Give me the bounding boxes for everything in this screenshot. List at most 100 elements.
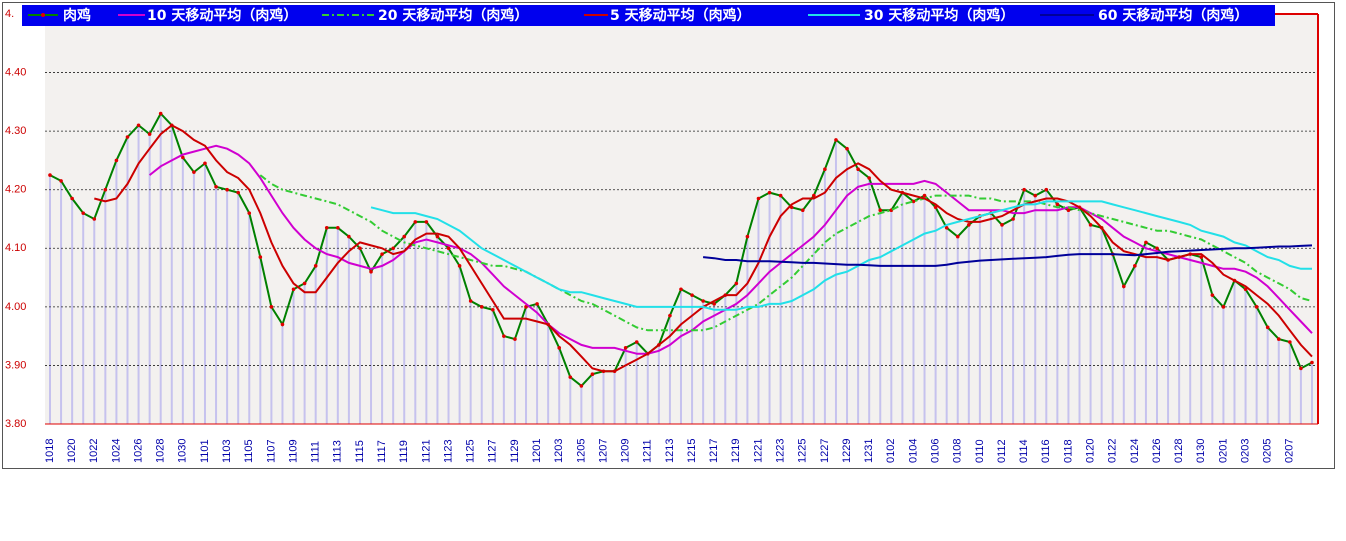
x-tick-label: 1123	[442, 439, 454, 463]
series-line	[703, 244, 1313, 267]
point-marker	[922, 193, 927, 198]
point-marker	[933, 205, 938, 210]
point-marker	[535, 302, 539, 306]
point-marker	[1144, 240, 1148, 245]
x-tick-label: 1024	[110, 439, 122, 463]
point-marker	[513, 337, 517, 341]
x-tick-label: 0126	[1151, 439, 1163, 463]
point-marker	[181, 155, 185, 160]
point-marker	[258, 255, 263, 259]
point-marker	[856, 167, 860, 172]
x-tick-label: 1221	[752, 439, 764, 463]
point-marker	[1221, 305, 1226, 309]
point-marker	[114, 158, 119, 163]
point-marker	[679, 287, 683, 292]
y-tick-label: 4.40	[5, 66, 26, 78]
point-marker	[502, 334, 506, 338]
x-tick-label: 1028	[155, 439, 167, 463]
bars	[49, 113, 1313, 424]
x-tick-label: 1201	[531, 439, 543, 463]
point-marker	[347, 234, 351, 239]
point-marker	[413, 220, 418, 224]
point-marker	[1310, 360, 1314, 365]
axes	[45, 13, 1319, 425]
x-tick-label: 1231	[863, 439, 875, 463]
x-tick-label: 1105	[243, 439, 255, 463]
point-marker	[358, 246, 362, 251]
point-marker	[867, 176, 871, 180]
point-marker	[955, 234, 960, 239]
x-tick-label: 0110	[974, 439, 986, 463]
x-tick-label: 1107	[265, 439, 277, 463]
legend: 肉鸡 10 天移动平均（肉鸡） 20 天移动平均（肉鸡） 5 天移动平均（肉鸡） 30 …	[28, 7, 1248, 24]
x-tick-label: 1020	[66, 439, 78, 463]
point-marker	[800, 208, 805, 213]
x-tick-label: 0201	[1217, 439, 1229, 463]
point-marker	[468, 299, 473, 303]
point-marker	[1155, 246, 1159, 251]
point-marker	[634, 340, 639, 344]
point-marker	[745, 234, 750, 239]
y-tick-label: 3.80	[5, 418, 26, 430]
point-marker	[1243, 287, 1248, 292]
x-tick-label: 1207	[597, 439, 609, 463]
y-tick-label: 4.00	[5, 301, 26, 313]
point-marker	[668, 313, 672, 318]
point-marker	[446, 246, 451, 251]
y-tick-label: 4.20	[5, 184, 26, 196]
point-marker	[1033, 193, 1038, 198]
x-tick-label: 0122	[1107, 439, 1119, 463]
x-tick-label: 1022	[88, 439, 100, 463]
x-tick-label: 0207	[1284, 439, 1296, 463]
point-marker	[92, 217, 97, 221]
point-marker	[812, 193, 816, 198]
point-marker	[236, 190, 240, 195]
x-tick-label: 0124	[1129, 439, 1141, 463]
point-marker	[1265, 325, 1270, 330]
x-tick-label: 0203	[1239, 439, 1251, 463]
point-marker	[192, 170, 196, 174]
point-marker	[391, 246, 395, 251]
point-marker	[767, 190, 772, 195]
point-marker	[579, 384, 584, 388]
x-tick-label: 1119	[398, 440, 410, 463]
x-tick-label: 0130	[1195, 439, 1207, 463]
x-tick-label: 1213	[664, 439, 676, 463]
x-tick-label: 1211	[642, 439, 654, 463]
x-tick-label: 1203	[553, 439, 565, 463]
point-marker	[313, 264, 318, 268]
x-tick-label: 0106	[930, 439, 942, 463]
point-marker	[369, 269, 373, 274]
point-marker	[1199, 255, 1204, 259]
x-tick-label: 1103	[221, 439, 233, 463]
y-tick-label: 3.90	[5, 359, 26, 371]
point-marker	[1254, 305, 1259, 309]
point-marker	[147, 132, 152, 136]
x-tick-label: 1127	[487, 439, 499, 463]
point-marker	[524, 305, 528, 309]
point-marker	[103, 187, 108, 192]
legend-label: 10 天移动平均（肉鸡）	[147, 7, 297, 24]
point-marker	[225, 187, 229, 192]
x-tick-label: 0128	[1173, 439, 1185, 463]
point-marker	[1210, 293, 1215, 297]
point-marker	[944, 225, 949, 230]
x-tick-label: 0112	[996, 439, 1008, 463]
x-tick-label: 1030	[177, 439, 189, 463]
x-tick-label: 0108	[952, 439, 964, 463]
point-marker	[491, 307, 495, 312]
point-marker	[823, 167, 827, 172]
x-tick-label: 1117	[376, 440, 388, 463]
legend-box	[22, 5, 1275, 26]
point-marker	[280, 322, 285, 327]
point-marker	[878, 208, 883, 213]
x-tick-label: 1113	[332, 440, 344, 463]
point-marker	[845, 146, 849, 151]
y-tick-label: 4.10	[5, 242, 26, 254]
y-tick-label: 4.	[5, 8, 14, 20]
x-tick-label: 0205	[1262, 439, 1274, 463]
x-tick-label: 0114	[1018, 439, 1030, 463]
point-marker	[214, 184, 218, 189]
point-marker	[834, 138, 838, 142]
